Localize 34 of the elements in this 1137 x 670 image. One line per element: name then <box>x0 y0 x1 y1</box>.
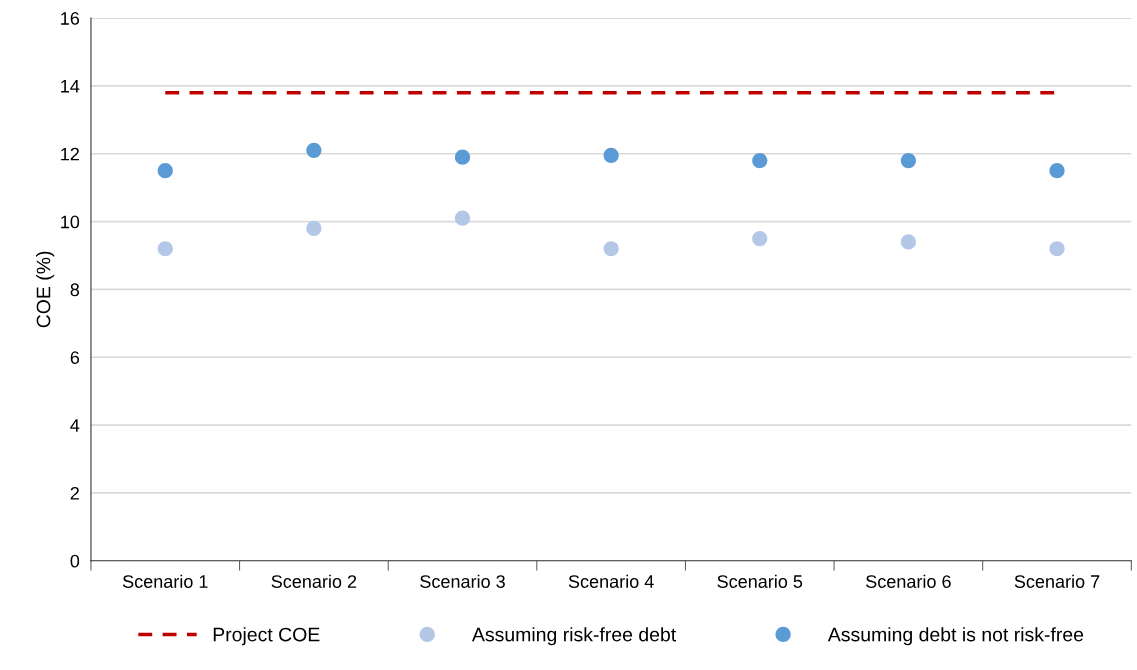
point <box>603 241 619 257</box>
point <box>157 241 173 257</box>
legend-label: Assuming risk-free debt <box>471 627 677 646</box>
point <box>752 230 768 247</box>
point <box>454 210 471 226</box>
point <box>1049 163 1065 179</box>
point <box>1049 241 1065 257</box>
point <box>603 147 619 164</box>
point <box>900 234 916 250</box>
y-tick-label: 0 <box>70 554 80 568</box>
x-tick-label: Scenario 3 <box>420 574 505 588</box>
x-tick-label: Scenario 1 <box>122 574 208 588</box>
x-tick-label: Scenario 5 <box>717 574 803 588</box>
y-axis-title: COE (%) <box>36 251 55 328</box>
point <box>454 149 471 165</box>
legend-label: Assuming debt is not risk-free <box>827 627 1084 646</box>
y-tick-label: 10 <box>61 215 80 229</box>
x-tick-label: Scenario 4 <box>568 574 654 588</box>
x-tick-label: Scenario 6 <box>866 574 951 588</box>
y-tick-label: 6 <box>70 351 80 364</box>
point <box>900 152 916 169</box>
point <box>306 220 322 236</box>
point <box>306 142 322 158</box>
legend-label: Project COE <box>213 627 320 646</box>
x-tick-label: Scenario 7 <box>1014 574 1100 588</box>
y-tick-label: 14 <box>61 80 80 93</box>
point <box>752 152 768 169</box>
y-tick-label: 16 <box>61 12 80 25</box>
y-tick-label: 12 <box>61 147 79 161</box>
x-tick-label: Scenario 2 <box>271 574 357 588</box>
y-tick-label: 8 <box>70 283 80 297</box>
y-tick-label: 4 <box>70 419 80 432</box>
y-tick-label: 2 <box>70 486 79 500</box>
point <box>157 163 173 179</box>
